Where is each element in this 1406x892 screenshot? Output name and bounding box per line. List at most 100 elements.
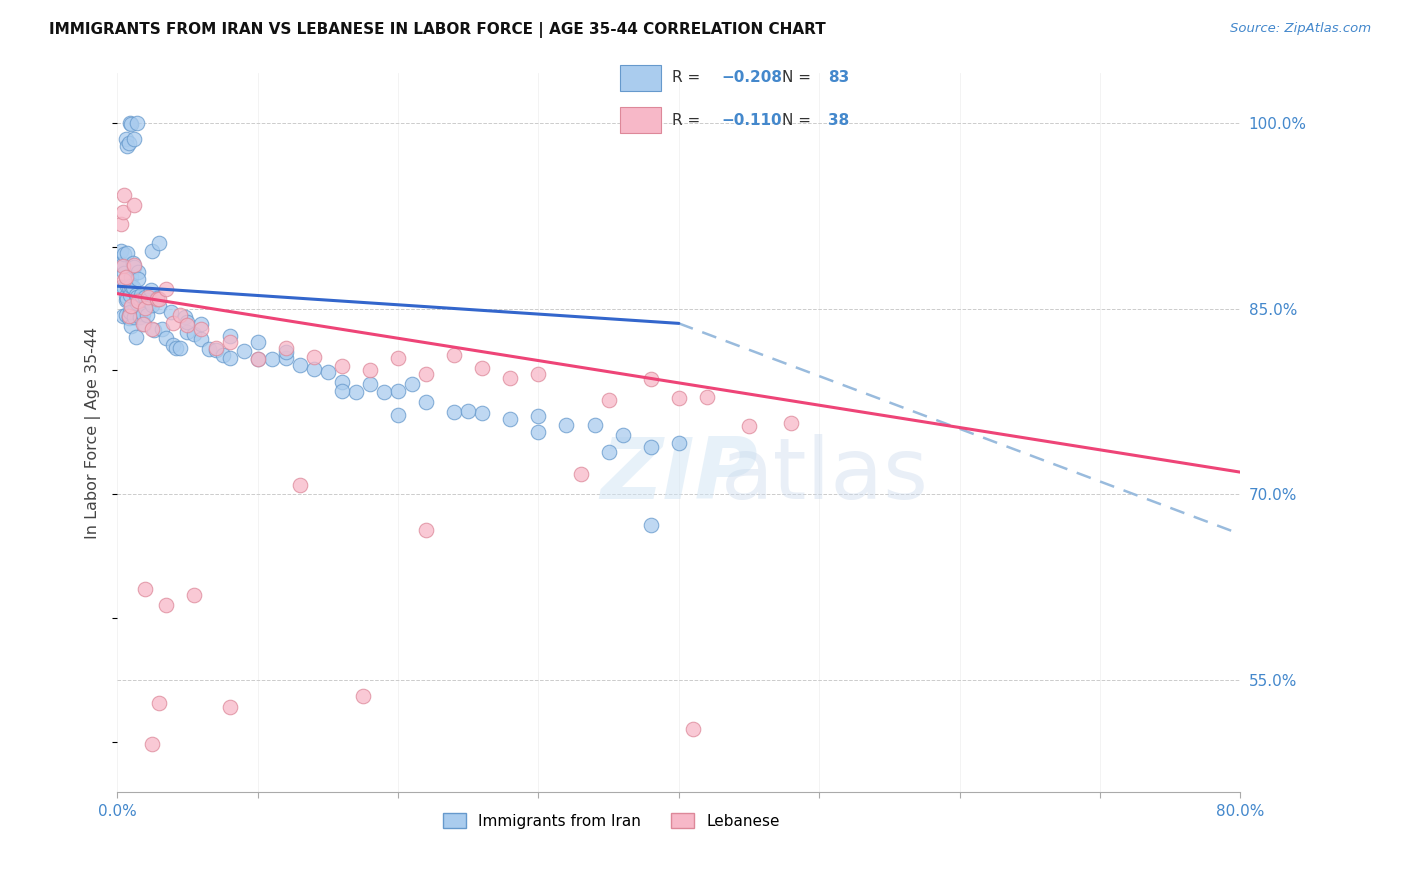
Point — [316, 364, 339, 378]
Point — [155, 598, 177, 612]
Point — [176, 318, 198, 332]
Point — [117, 279, 139, 293]
Point — [162, 338, 184, 352]
Point — [125, 115, 148, 129]
Point — [401, 377, 423, 392]
Point — [111, 205, 134, 219]
Legend: Immigrants from Iran, Lebanese: Immigrants from Iran, Lebanese — [437, 806, 786, 835]
Point — [173, 310, 195, 324]
Point — [344, 385, 367, 400]
Point — [115, 279, 138, 293]
Point — [780, 416, 803, 430]
Point — [148, 299, 170, 313]
Point — [112, 266, 135, 280]
Point — [124, 288, 146, 302]
Point — [138, 294, 160, 309]
Point — [415, 367, 437, 381]
Point — [612, 427, 634, 442]
Point — [141, 738, 163, 752]
Point — [598, 445, 620, 459]
Point — [443, 348, 465, 362]
Point — [120, 299, 142, 313]
Point — [183, 589, 205, 603]
Point — [131, 318, 153, 332]
Point — [112, 247, 135, 261]
Point — [139, 283, 162, 297]
Text: ZIP: ZIP — [600, 434, 758, 517]
Y-axis label: In Labor Force | Age 35-44: In Labor Force | Age 35-44 — [86, 326, 101, 539]
Point — [141, 321, 163, 335]
Point — [111, 260, 134, 274]
Point — [387, 408, 409, 422]
Point — [330, 375, 353, 389]
Point — [110, 217, 132, 231]
Point — [302, 362, 325, 376]
Point — [129, 288, 152, 302]
Point — [176, 325, 198, 339]
Point — [190, 317, 212, 331]
Point — [122, 310, 145, 325]
Point — [121, 279, 143, 293]
Point — [115, 245, 138, 260]
Point — [415, 523, 437, 537]
Point — [112, 273, 135, 287]
Point — [118, 287, 141, 301]
Point — [668, 436, 690, 450]
Point — [128, 310, 150, 325]
Text: atlas: atlas — [721, 434, 929, 517]
Point — [387, 351, 409, 365]
Point — [640, 518, 662, 533]
Point — [125, 296, 148, 310]
Point — [136, 290, 159, 304]
Point — [120, 270, 142, 285]
Point — [118, 115, 141, 129]
Point — [159, 305, 181, 319]
Point — [204, 343, 226, 358]
Point — [127, 272, 149, 286]
Point — [527, 409, 550, 423]
Point — [115, 292, 138, 306]
Point — [246, 352, 269, 367]
Point — [148, 292, 170, 306]
Point — [211, 348, 233, 362]
Point — [569, 467, 592, 482]
Point — [415, 395, 437, 409]
Text: 38: 38 — [828, 112, 849, 128]
Point — [120, 318, 142, 333]
Point — [115, 139, 138, 153]
Point — [155, 282, 177, 296]
Point — [120, 118, 142, 132]
Point — [122, 258, 145, 272]
Text: R =: R = — [672, 70, 704, 86]
Point — [197, 342, 219, 356]
Text: N =: N = — [782, 70, 815, 86]
Point — [155, 330, 177, 344]
Point — [131, 307, 153, 321]
Text: −0.208: −0.208 — [721, 70, 782, 86]
Point — [127, 294, 149, 309]
Point — [640, 440, 662, 454]
Point — [134, 582, 156, 596]
Point — [232, 344, 254, 359]
Point — [122, 260, 145, 275]
Point — [121, 256, 143, 270]
Point — [165, 341, 187, 355]
Point — [527, 367, 550, 381]
Point — [218, 351, 240, 365]
Point — [260, 351, 283, 366]
Point — [122, 198, 145, 212]
Point — [330, 384, 353, 398]
Point — [640, 372, 662, 386]
Point — [112, 281, 135, 295]
Point — [127, 264, 149, 278]
Point — [112, 187, 135, 202]
Point — [527, 425, 550, 440]
Point — [108, 257, 131, 271]
Point — [246, 335, 269, 350]
Point — [288, 358, 311, 372]
Point — [117, 311, 139, 326]
Point — [125, 290, 148, 304]
Text: N =: N = — [782, 112, 815, 128]
Point — [110, 279, 132, 293]
Point — [190, 332, 212, 346]
